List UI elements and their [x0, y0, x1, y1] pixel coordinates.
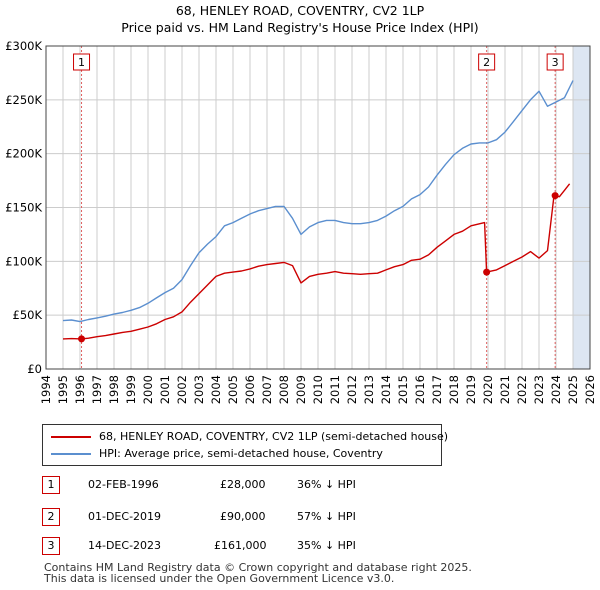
x-tick-label: 2025 — [566, 375, 580, 404]
sale-point — [78, 335, 86, 343]
x-tick-label: 1998 — [107, 375, 121, 404]
y-tick-label: £150K — [5, 201, 42, 215]
sale-point — [483, 268, 491, 276]
x-tick-label: 2000 — [141, 375, 155, 404]
x-tick-label: 2023 — [532, 375, 546, 404]
transaction-date: 02-FEB-1996 — [88, 478, 159, 491]
x-tick-label: 2024 — [549, 375, 563, 404]
legend-item-hpi: HPI: Average price, semi-detached house,… — [51, 447, 383, 460]
transaction-price: £161,000 — [214, 539, 267, 552]
transaction-hpi-diff: 36% ↓ HPI — [297, 478, 356, 491]
x-tick-label: 2002 — [175, 375, 189, 404]
legend-item-property: 68, HENLEY ROAD, COVENTRY, CV2 1LP (semi… — [51, 430, 448, 443]
footer-licence: This data is licensed under the Open Gov… — [44, 572, 395, 585]
x-tick-label: 2013 — [362, 375, 376, 404]
x-tick-label: 2010 — [311, 375, 325, 404]
sale-number-label: 3 — [552, 56, 559, 69]
x-tick-label: 2004 — [209, 375, 223, 404]
x-tick-label: 1997 — [90, 375, 104, 404]
sale-number-label: 2 — [483, 56, 490, 69]
sale-number-box — [73, 53, 91, 71]
plot-frame — [45, 45, 591, 370]
x-tick-label: 2008 — [277, 375, 291, 404]
transaction-hpi-diff: 57% ↓ HPI — [297, 510, 356, 523]
y-tick-label: £0 — [27, 362, 42, 376]
chart-subtitle: Price paid vs. HM Land Registry's House … — [121, 20, 479, 35]
legend-label-hpi: HPI: Average price, semi-detached house,… — [99, 447, 383, 460]
transaction-date: 01-DEC-2019 — [88, 510, 162, 523]
sale-number-box — [478, 53, 496, 71]
x-tick-label: 2003 — [192, 375, 206, 404]
x-tick-label: 2009 — [294, 375, 308, 404]
x-tick-label: 2021 — [498, 375, 512, 404]
x-tick-label: 2020 — [481, 375, 495, 404]
x-tick-label: 2022 — [515, 375, 529, 404]
x-tick-label: 1994 — [39, 375, 53, 404]
x-tick-label: 2019 — [464, 375, 478, 404]
x-tick-label: 1999 — [124, 375, 138, 404]
hpi-line — [62, 80, 574, 323]
x-tick-label: 2018 — [447, 375, 461, 404]
footer-copyright: Contains HM Land Registry data © Crown c… — [44, 561, 472, 574]
x-tick-label: 2011 — [328, 375, 342, 404]
sale-number-label: 1 — [78, 56, 85, 69]
x-tick-label: 2026 — [583, 375, 597, 404]
x-tick-label: 2012 — [345, 375, 359, 404]
x-tick-label: 2017 — [430, 375, 444, 404]
transaction-number: 2 — [42, 508, 60, 526]
chart-legend: 68, HENLEY ROAD, COVENTRY, CV2 1LP (semi… — [42, 424, 448, 466]
x-tick-label: 2007 — [260, 375, 274, 404]
y-tick-label: £250K — [5, 93, 42, 107]
chart-title: 68, HENLEY ROAD, COVENTRY, CV2 1LP — [175, 3, 425, 18]
y-tick-label: £300K — [5, 39, 42, 53]
property-price-line — [62, 183, 571, 340]
transaction-number: 3 — [42, 537, 60, 555]
x-tick-label: 2015 — [396, 375, 410, 404]
legend-swatch-hpi — [51, 453, 91, 455]
y-tick-label: £50K — [13, 308, 43, 322]
x-tick-label: 2005 — [226, 375, 240, 404]
x-tick-label: 1996 — [73, 375, 87, 404]
transaction-number: 1 — [42, 476, 60, 494]
sale-point — [551, 192, 559, 200]
x-tick-label: 2001 — [158, 375, 172, 404]
transaction-price: £90,000 — [220, 510, 266, 523]
transaction-date: 14-DEC-2023 — [88, 539, 162, 552]
x-tick-label: 2006 — [243, 375, 257, 404]
x-tick-label: 2016 — [413, 375, 427, 404]
legend-label-property: 68, HENLEY ROAD, COVENTRY, CV2 1LP (semi… — [99, 430, 449, 443]
transaction-price: £28,000 — [220, 478, 266, 491]
x-tick-label: 1995 — [56, 375, 70, 404]
legend-swatch-property — [51, 436, 91, 438]
y-tick-label: £100K — [5, 254, 42, 268]
transaction-hpi-diff: 35% ↓ HPI — [297, 539, 356, 552]
y-tick-label: £200K — [5, 147, 42, 161]
x-tick-label: 2014 — [379, 375, 393, 404]
sale-number-box — [546, 53, 564, 71]
